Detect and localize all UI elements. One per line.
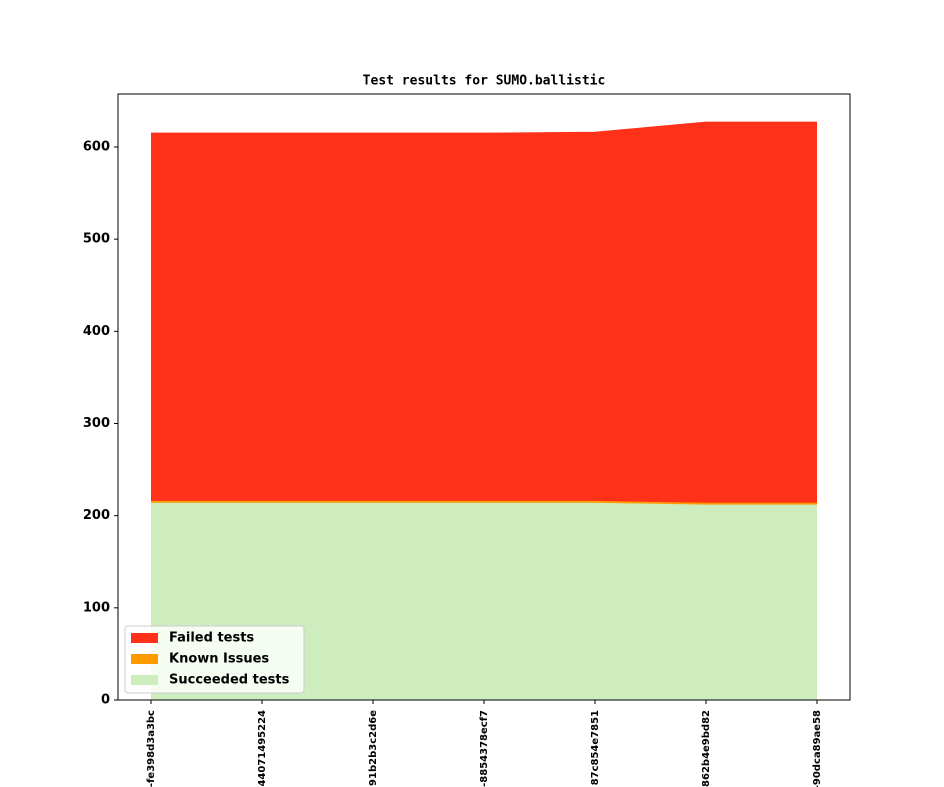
y-tick-label: 0 (101, 693, 110, 708)
x-tick-label: -fe398d3a3bc (146, 710, 157, 787)
area-edge (151, 121, 817, 134)
y-tick-label: 600 (83, 139, 110, 154)
area-fill (151, 122, 817, 503)
x-tick-label: 44071495224 (257, 710, 268, 787)
area-fill (151, 502, 817, 700)
y-tick-label: 200 (83, 508, 110, 523)
legend-swatch (131, 675, 158, 685)
legend-label: Known Issues (169, 652, 269, 667)
x-tick-label: 862b4e9bd82 (701, 710, 712, 787)
x-tick-label: -90dca89ae58 (812, 710, 823, 787)
legend-box (124, 625, 305, 694)
legend-swatch (131, 633, 158, 643)
x-tick-label: 87c854e7851 (590, 710, 601, 785)
x-tick-label: -8854378ecf7 (479, 710, 490, 787)
legend-label: Failed tests (169, 631, 254, 646)
y-tick-label: 400 (83, 324, 110, 339)
x-tick-label: 91b2b3c2d6e (368, 710, 379, 786)
chart-title: Test results for SUMO.ballistic (363, 74, 606, 89)
area-edge (151, 500, 817, 504)
y-tick-label: 100 (83, 600, 110, 615)
y-tick-label: 500 (83, 232, 110, 247)
y-tick-label: 300 (83, 416, 110, 431)
legend-label: Succeeded tests (169, 673, 290, 688)
legend-swatch (131, 654, 158, 664)
